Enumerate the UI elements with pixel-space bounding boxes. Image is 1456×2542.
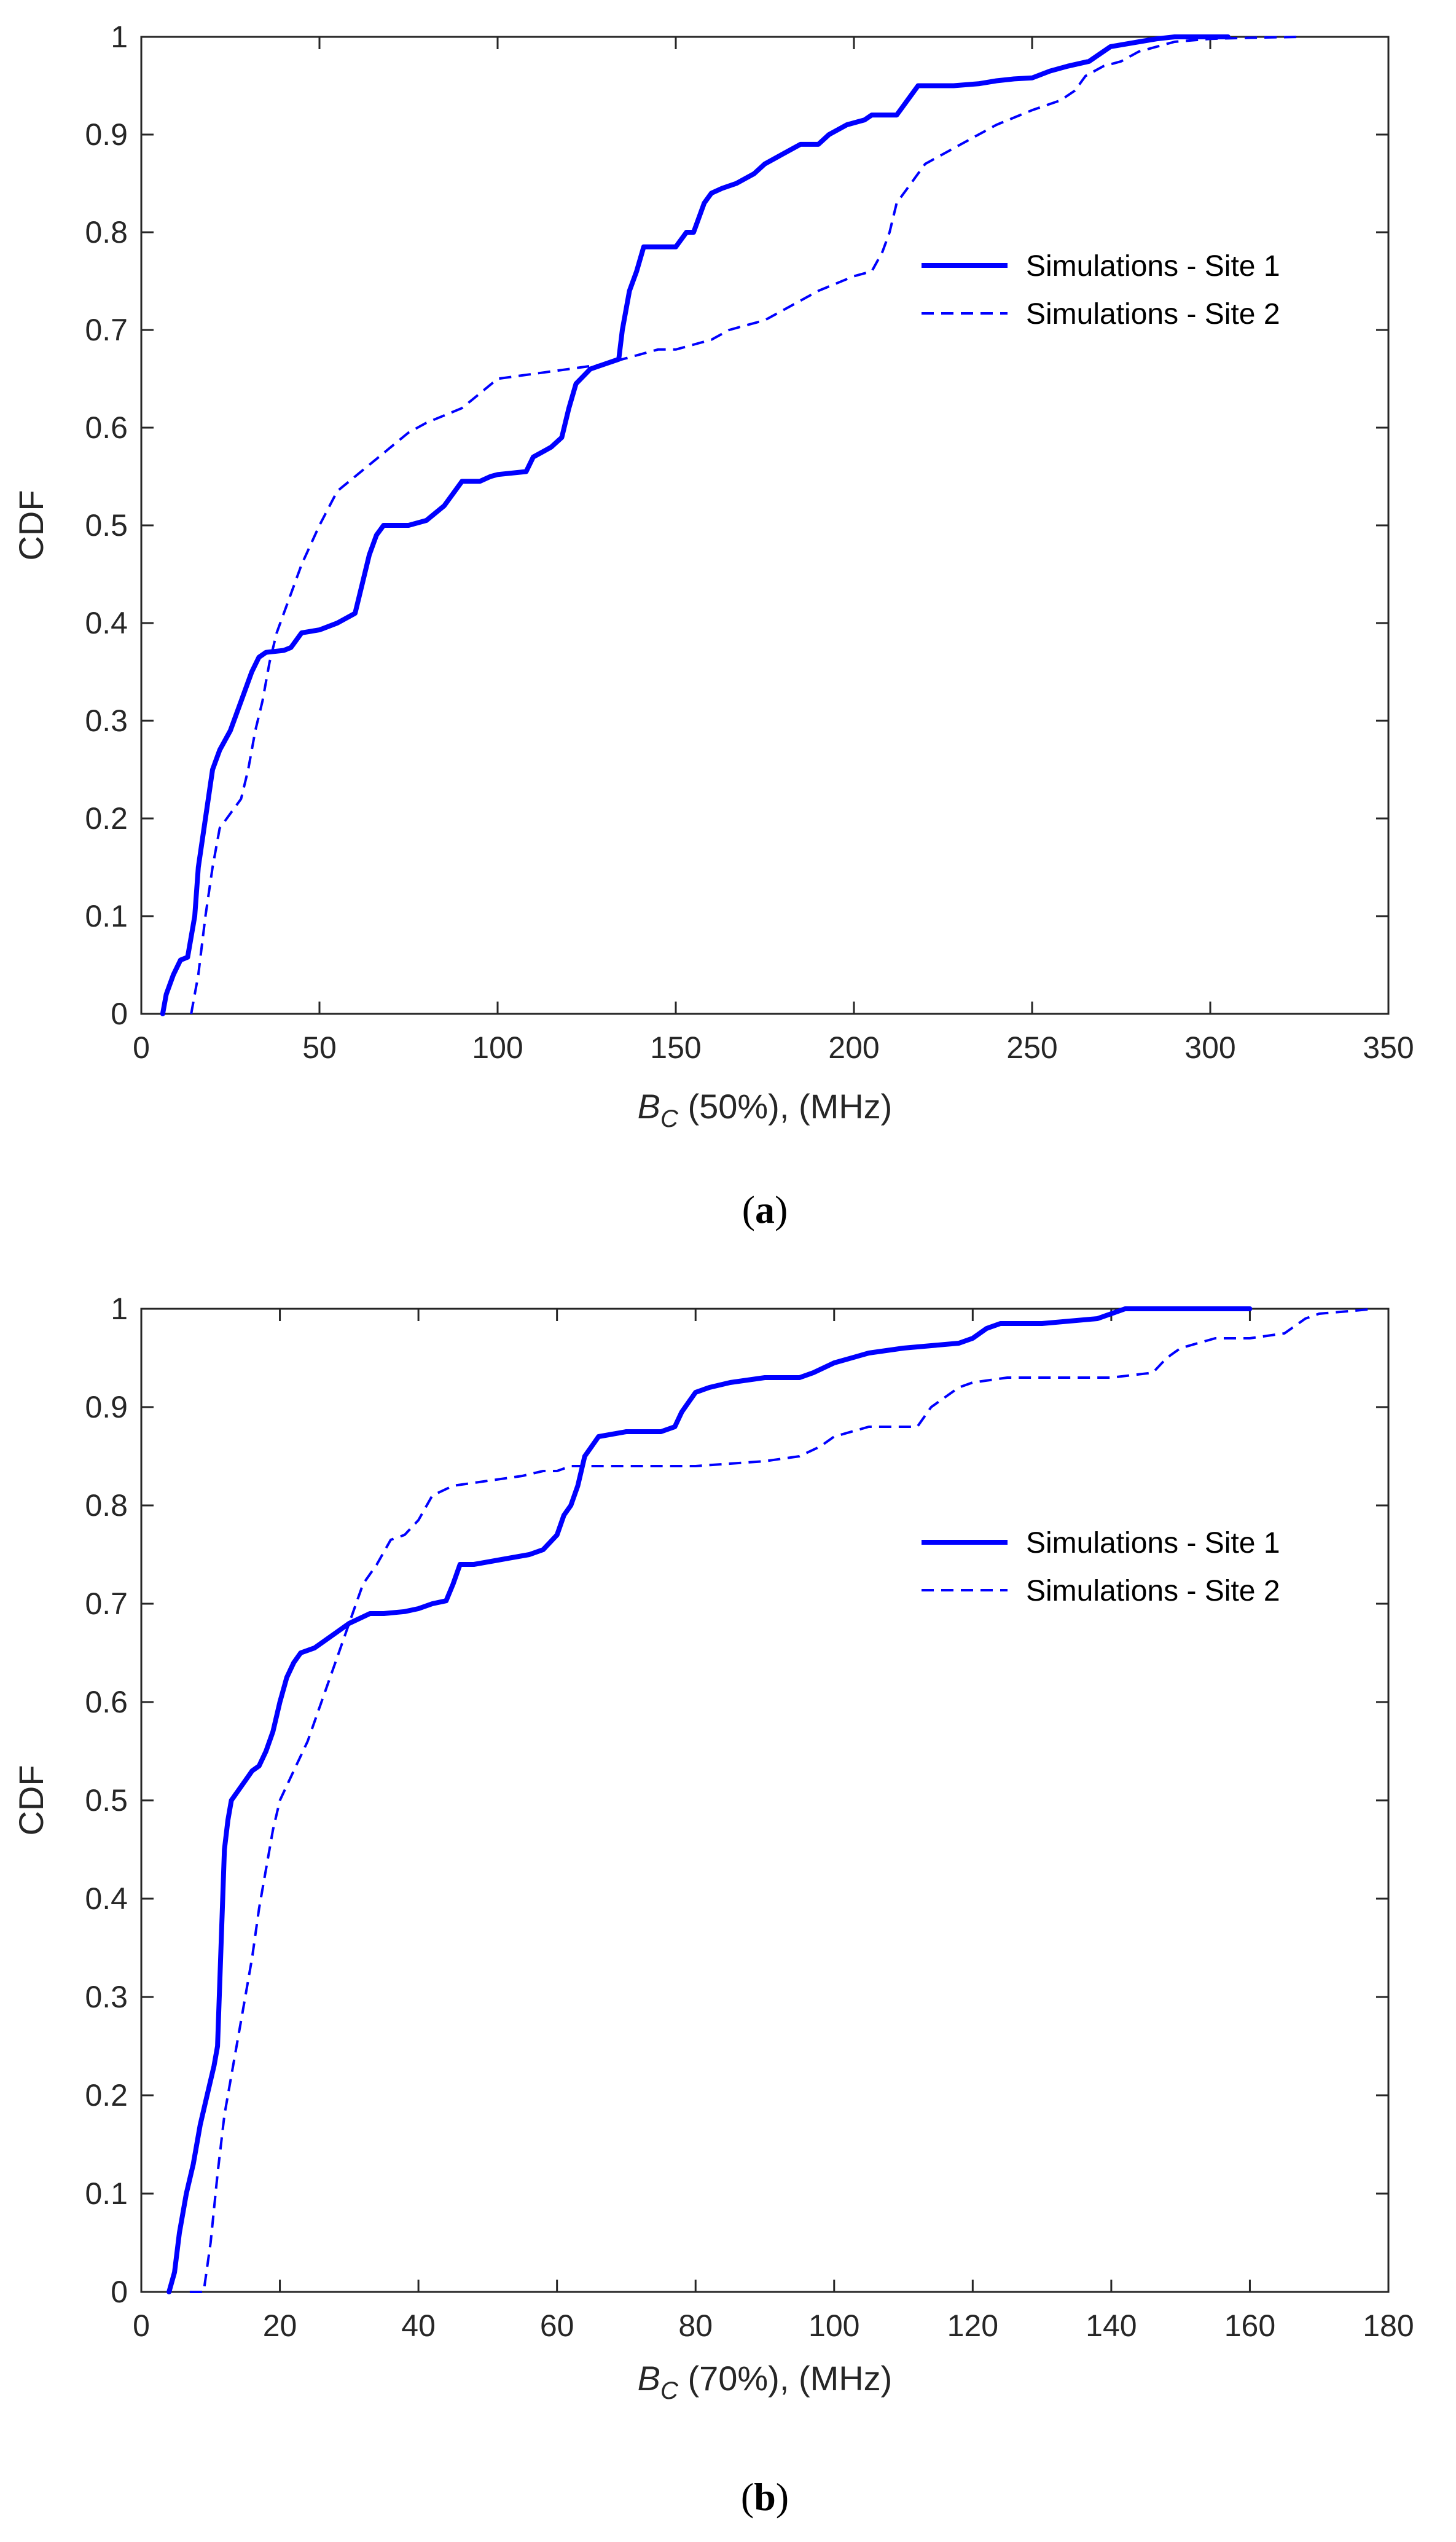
y-axis-label: CDF xyxy=(12,490,50,560)
y-tick-label: 0.5 xyxy=(85,1783,128,1818)
y-tick-label: 1 xyxy=(111,20,128,54)
x-axis-label-subscript: C xyxy=(660,2377,679,2404)
y-tick-label: 0.2 xyxy=(85,2078,128,2112)
axes-box xyxy=(140,36,1390,1015)
y-tick-label: 0.5 xyxy=(85,508,128,543)
x-tick-label: 40 xyxy=(401,2309,436,2343)
chart-b: 0 20 40 60 80 100 120 140 160 180 0 0.1 0.2 0.3 0.4 0.5… xyxy=(12,1292,1414,2519)
axes-box xyxy=(140,1308,1390,2293)
caption-close: ) xyxy=(775,1188,788,1231)
y-tick-label: 1 xyxy=(111,1292,128,1326)
y-tick-label: 0.1 xyxy=(85,2176,128,2211)
x-tick-label: 60 xyxy=(540,2309,574,2343)
y-tick-label: 0.7 xyxy=(85,313,128,347)
x-tick-label: 100 xyxy=(808,2309,859,2343)
x-axis-label: BC (70%), (MHz) xyxy=(638,2359,893,2404)
x-tick-label: 150 xyxy=(650,1030,701,1065)
x-axis-label-subscript: C xyxy=(660,1105,679,1132)
x-tick-label: 250 xyxy=(1006,1030,1057,1065)
y-tick-label: 0.9 xyxy=(85,117,128,152)
x-axis-label: BC (50%), (MHz) xyxy=(638,1087,893,1132)
x-axis-label-text: (70%), (MHz) xyxy=(678,2359,892,2398)
x-axis-label-symbol: B xyxy=(638,2359,660,2398)
y-tick-label: 0.8 xyxy=(85,215,128,249)
caption-letter: b xyxy=(754,2475,776,2519)
y-tick-label: 0.4 xyxy=(85,606,128,640)
x-tick-label: 80 xyxy=(678,2309,713,2343)
legend-label-site-1: Simulations - Site 1 xyxy=(1026,1527,1280,1559)
x-axis-label-text: (50%), (MHz) xyxy=(678,1087,892,1126)
x-tick-label: 120 xyxy=(947,2309,998,2343)
legend-label-site-2: Simulations - Site 2 xyxy=(1026,1575,1280,1607)
y-tick-label: 0.9 xyxy=(85,1390,128,1424)
figure-caption: (a) xyxy=(742,1188,788,1231)
caption-letter: a xyxy=(755,1188,775,1231)
caption-open: ( xyxy=(742,1188,755,1231)
caption-close: ) xyxy=(776,2475,789,2519)
y-tick-label: 0 xyxy=(111,2275,128,2309)
x-tick-label: 300 xyxy=(1184,1030,1235,1065)
x-tick-label: 350 xyxy=(1363,1030,1414,1065)
y-tick-label: 0.6 xyxy=(85,1685,128,1719)
y-tick-label: 0.1 xyxy=(85,899,128,933)
x-tick-label: 0 xyxy=(133,1030,150,1065)
y-tick-label: 0.2 xyxy=(85,801,128,836)
y-tick-label: 0 xyxy=(111,997,128,1031)
x-tick-label: 160 xyxy=(1224,2309,1275,2343)
legend-label-site-2: Simulations - Site 2 xyxy=(1026,298,1280,331)
x-tick-label: 20 xyxy=(263,2309,297,2343)
x-tick-label: 180 xyxy=(1363,2309,1414,2343)
series-line-site-2 xyxy=(190,36,1300,1014)
x-tick-label: 50 xyxy=(302,1030,337,1065)
y-axis-label: CDF xyxy=(12,1765,50,1835)
series-line-site-1 xyxy=(160,34,1231,1016)
figure-caption: (b) xyxy=(741,2475,789,2519)
x-tick-label: 100 xyxy=(472,1030,523,1065)
y-tick-label: 0.7 xyxy=(85,1587,128,1621)
y-tick-label: 0.4 xyxy=(85,1881,128,1916)
caption-open: ( xyxy=(741,2475,754,2519)
series-line-site-1 xyxy=(166,1306,1253,2294)
legend-label-site-1: Simulations - Site 1 xyxy=(1026,250,1280,283)
y-tick-label: 0.8 xyxy=(85,1488,128,1523)
x-tick-label: 200 xyxy=(828,1030,879,1065)
y-tick-label: 0.6 xyxy=(85,410,128,445)
x-axis-label-symbol: B xyxy=(638,1087,660,1126)
x-tick-label: 0 xyxy=(133,2309,150,2343)
chart-a: 0 50 100 150 200 250 300 350 0 0.1 0.2 0.3 0.4 0.5 0.6… xyxy=(12,20,1414,1231)
series-line-site-2 xyxy=(189,1308,1375,2293)
x-tick-label: 140 xyxy=(1086,2309,1137,2343)
y-tick-label: 0.3 xyxy=(85,704,128,738)
y-tick-label: 0.3 xyxy=(85,1980,128,2014)
